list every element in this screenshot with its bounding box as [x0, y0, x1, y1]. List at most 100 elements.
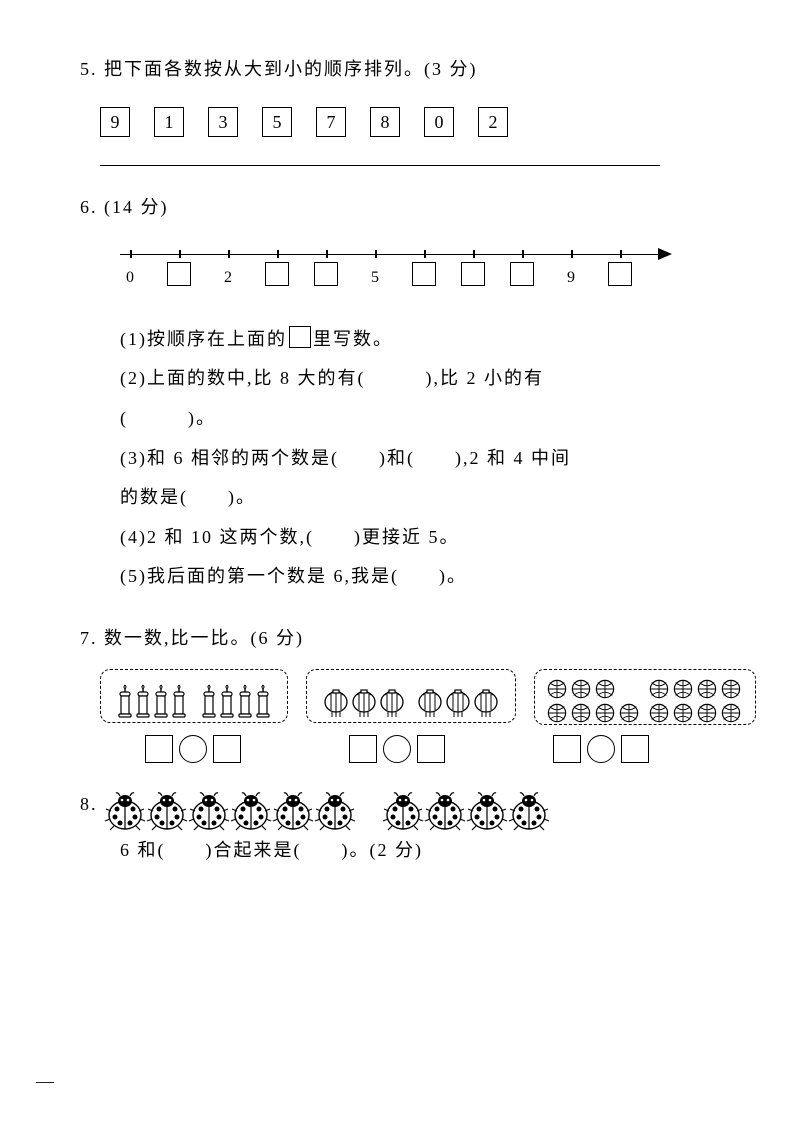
tick	[130, 250, 132, 258]
ladybug-icon	[230, 791, 272, 831]
count-group	[100, 669, 288, 723]
number-box: 3	[208, 107, 238, 137]
basketball-icon	[649, 698, 671, 720]
number-box: 1	[154, 107, 184, 137]
count-group	[534, 669, 756, 725]
ladybug-icon	[146, 791, 188, 831]
q6-sub3b: 的数是( )。	[120, 478, 714, 518]
ladybug-icon	[104, 791, 146, 831]
ladybug-icon	[314, 791, 356, 831]
q6-sub2b: ( )。	[120, 399, 714, 439]
fill-box[interactable]	[461, 262, 485, 286]
tick	[326, 250, 328, 258]
fill-box[interactable]	[314, 262, 338, 286]
lantern-icon	[323, 688, 349, 718]
basketball-icon	[721, 674, 743, 696]
ladybug-icon	[272, 791, 314, 831]
numberline-arrow-icon	[658, 248, 672, 260]
question-5: 5. 把下面各数按从大到小的顺序排列。(3 分) 91357802	[80, 50, 714, 166]
lantern-icon	[445, 688, 471, 718]
basketball-icon	[547, 698, 569, 720]
number-box: 8	[370, 107, 400, 137]
tick	[473, 250, 475, 258]
compare-box[interactable]	[621, 735, 649, 763]
page-footer-mark: —	[36, 1062, 54, 1102]
basketball-icon	[547, 674, 569, 696]
basketball-icon	[721, 698, 743, 720]
basketball-icon	[673, 674, 695, 696]
basketball-icon	[697, 674, 719, 696]
lantern-icon	[417, 688, 443, 718]
q8-bug-row	[104, 791, 550, 831]
basketball-icon	[595, 698, 617, 720]
compare-circle[interactable]	[383, 735, 411, 763]
basketball-icon	[673, 698, 695, 720]
tick	[620, 250, 622, 258]
q8-label: 8.	[80, 785, 98, 825]
q6-sub4: (4)2 和 10 这两个数,( )更接近 5。	[120, 518, 714, 558]
q7-compare-row	[100, 735, 714, 763]
q6-sub5: (5)我后面的第一个数是 6,我是( )。	[120, 557, 714, 597]
tick-label: 5	[371, 260, 379, 295]
basketball-icon	[697, 698, 719, 720]
basketball-icon	[649, 674, 671, 696]
fill-box[interactable]	[167, 262, 191, 286]
compare-set-3	[508, 735, 694, 763]
ladybug-icon	[382, 791, 424, 831]
fill-box[interactable]	[510, 262, 534, 286]
fill-box[interactable]	[608, 262, 632, 286]
q6-text: 6. (14 分)	[80, 197, 169, 217]
ladybug-icon	[508, 791, 550, 831]
number-box: 2	[478, 107, 508, 137]
compare-circle[interactable]	[179, 735, 207, 763]
fill-box[interactable]	[412, 262, 436, 286]
number-box: 9	[100, 107, 130, 137]
candle-icon	[201, 684, 217, 718]
inline-box-icon	[289, 326, 311, 348]
candle-icon	[117, 684, 133, 718]
basketball-icon	[595, 674, 617, 696]
fill-box[interactable]	[265, 262, 289, 286]
lantern-icon	[379, 688, 405, 718]
candle-icon	[153, 684, 169, 718]
tick	[571, 250, 573, 258]
ladybug-icon	[424, 791, 466, 831]
tick	[375, 250, 377, 258]
number-box: 7	[316, 107, 346, 137]
tick-label: 2	[224, 260, 232, 295]
ladybug-icon	[466, 791, 508, 831]
numberline-axis	[120, 254, 660, 255]
tick	[277, 250, 279, 258]
question-7: 7. 数一数,比一比。(6 分)	[80, 619, 714, 763]
compare-box[interactable]	[213, 735, 241, 763]
basketball-icon	[571, 698, 593, 720]
q5-answer-line[interactable]	[100, 165, 660, 166]
q7-text: 7. 数一数,比一比。(6 分)	[80, 628, 304, 648]
compare-set-2	[304, 735, 490, 763]
number-box: 5	[262, 107, 292, 137]
question-8: 8.	[80, 785, 714, 871]
q6-numberline: 0259	[120, 246, 714, 296]
candle-icon	[219, 684, 235, 718]
candle-icon	[255, 684, 271, 718]
lantern-icon	[473, 688, 499, 718]
basketball-icon	[571, 674, 593, 696]
tick	[228, 250, 230, 258]
q8-text: 6 和( )合起来是( )。(2 分)	[120, 831, 714, 871]
candle-icon	[237, 684, 253, 718]
question-6: 6. (14 分) 0259 (1)按顺序在上面的里写数。 (2)上面的数中,比…	[80, 188, 714, 597]
q5-number-boxes: 91357802	[100, 102, 714, 142]
lantern-icon	[351, 688, 377, 718]
ladybug-icon	[188, 791, 230, 831]
tick	[522, 250, 524, 258]
q7-groups	[100, 669, 714, 725]
compare-box[interactable]	[553, 735, 581, 763]
number-box: 0	[424, 107, 454, 137]
compare-box[interactable]	[417, 735, 445, 763]
count-group	[306, 669, 516, 723]
compare-box[interactable]	[349, 735, 377, 763]
candle-icon	[171, 684, 187, 718]
compare-circle[interactable]	[587, 735, 615, 763]
candle-icon	[135, 684, 151, 718]
compare-box[interactable]	[145, 735, 173, 763]
